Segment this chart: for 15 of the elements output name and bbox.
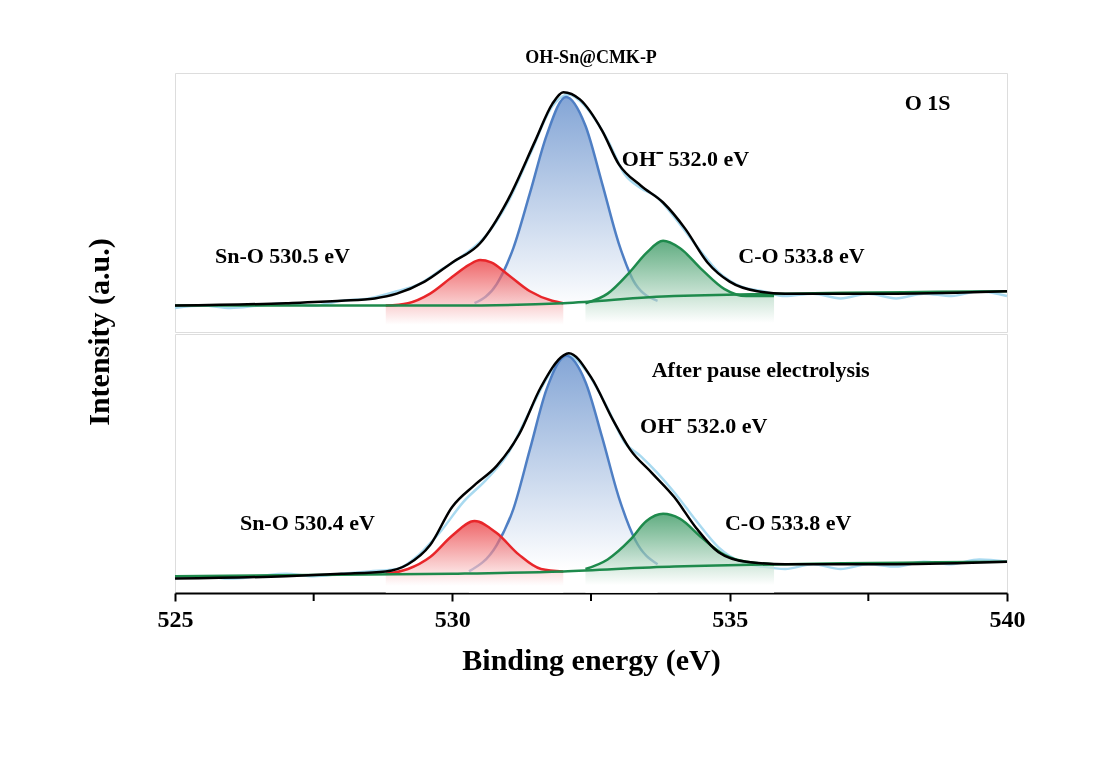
annotation: Sn-O 530.5 eV — [214, 243, 351, 269]
chart-title: OH-Sn@CMK-P — [525, 47, 657, 67]
x-tick-label: 530 — [434, 605, 471, 632]
y-axis-title: Intensity (a.u.) — [82, 238, 116, 426]
x-axis-title: Binding energy (eV) — [462, 642, 721, 677]
x-tick-label: 540 — [989, 605, 1026, 632]
annotation: C-O 533.8 eV — [724, 510, 852, 536]
annotation: OH⁻ 532.0 eV — [621, 145, 750, 171]
annotation: C-O 533.8 eV — [738, 243, 865, 269]
annotation: O 1S — [904, 90, 951, 116]
annotation: After pause electrolysis — [651, 357, 871, 382]
annotation: Sn-O 530.4 eV — [239, 510, 376, 536]
annotation: OH⁻ 532.0 eV — [640, 412, 768, 438]
x-tick-label: 535 — [712, 605, 749, 632]
x-tick-label: 525 — [157, 605, 194, 632]
